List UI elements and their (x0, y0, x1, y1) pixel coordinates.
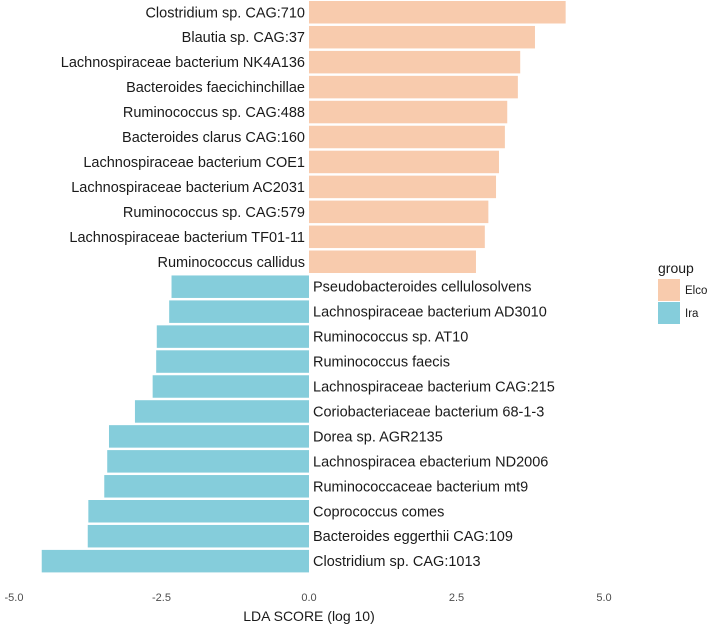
legend: group Elco Ira (658, 260, 707, 324)
bar-label: Lachnospiraceae bacterium TF01-11 (69, 230, 305, 246)
bar-elco (309, 50, 521, 74)
bar-label: Lachnospiraceae bacterium AD3010 (313, 305, 547, 321)
bars-layer (41, 1, 566, 573)
bar-label: Lachnospiracea ebacterium ND2006 (313, 454, 548, 470)
bar-label: Ruminococcaceae bacterium mt9 (313, 479, 528, 495)
bar-label: Lachnospiraceae bacterium AC2031 (71, 180, 305, 196)
bar-label: Bacteroides faecichinchillae (126, 80, 305, 96)
bar-elco (309, 100, 508, 124)
x-tick-label: 5.0 (596, 592, 611, 604)
bar-ira (134, 400, 309, 423)
bar-elco (309, 175, 497, 199)
bar-ira (87, 524, 309, 548)
bar-label: Lachnospiraceae bacterium CAG:215 (313, 380, 555, 396)
bar-label: Ruminococcus faecis (313, 355, 450, 371)
bar-label: Pseudobacteroides cellulosolvens (313, 280, 531, 296)
bar-label: Ruminococcus sp. AT10 (313, 330, 468, 346)
bar-label: Bacteroides eggerthii CAG:109 (313, 529, 513, 545)
legend-key-ira (658, 302, 680, 324)
bar-ira (156, 325, 309, 348)
x-tick-label: -5.0 (5, 592, 24, 604)
bar-label: Clostridium sp. CAG:1013 (313, 554, 481, 570)
x-tick-label: -2.5 (152, 592, 171, 604)
bar-ira (169, 300, 309, 323)
bar-label: Coriobacteriaceae bacterium 68-1-3 (313, 404, 544, 420)
legend-title: group (658, 260, 694, 276)
bar-elco (309, 25, 535, 49)
legend-key-elco (658, 279, 680, 301)
bar-elco (309, 75, 518, 99)
bar-ira (104, 475, 310, 498)
bar-label: Lachnospiraceae bacterium NK4A136 (61, 55, 305, 71)
bar-label: Ruminococcus callidus (158, 255, 305, 271)
bar-ira (107, 450, 309, 473)
bar-elco (309, 125, 505, 149)
x-axis-title: LDA SCORE (log 10) (243, 608, 375, 624)
bar-ira (156, 350, 309, 373)
bar-elco (309, 150, 499, 174)
bar-label: Clostridium sp. CAG:710 (145, 5, 305, 21)
bar-label: Dorea sp. AGR2135 (313, 429, 443, 445)
bar-label: Bacteroides clarus CAG:160 (122, 130, 305, 146)
bar-elco (309, 225, 485, 249)
bar-label: Ruminococcus sp. CAG:488 (123, 105, 305, 121)
bar-ira (41, 549, 309, 573)
bar-ira (171, 275, 309, 298)
bar-label: Blautia sp. CAG:37 (182, 30, 305, 46)
bar-elco (309, 250, 476, 273)
x-axis: -5.0 -2.5 0.0 2.5 5.0 (5, 592, 612, 604)
bar-label: Ruminococcus sp. CAG:579 (123, 205, 305, 221)
bar-ira (88, 500, 309, 523)
bar-elco (309, 200, 489, 224)
bar-ira (152, 375, 309, 398)
bar-ira (108, 425, 310, 448)
x-tick-label: 0.0 (301, 592, 316, 604)
x-tick-label: 2.5 (449, 592, 464, 604)
legend-label: Ira (685, 308, 699, 320)
bar-label: Lachnospiraceae bacterium COE1 (83, 155, 305, 171)
bar-elco (309, 1, 566, 24)
bar-label: Coprococcus comes (313, 504, 444, 520)
legend-label: Elco (685, 285, 707, 297)
bar-labels-layer: Clostridium sp. CAG:710 Blautia sp. CAG:3… (61, 5, 555, 570)
